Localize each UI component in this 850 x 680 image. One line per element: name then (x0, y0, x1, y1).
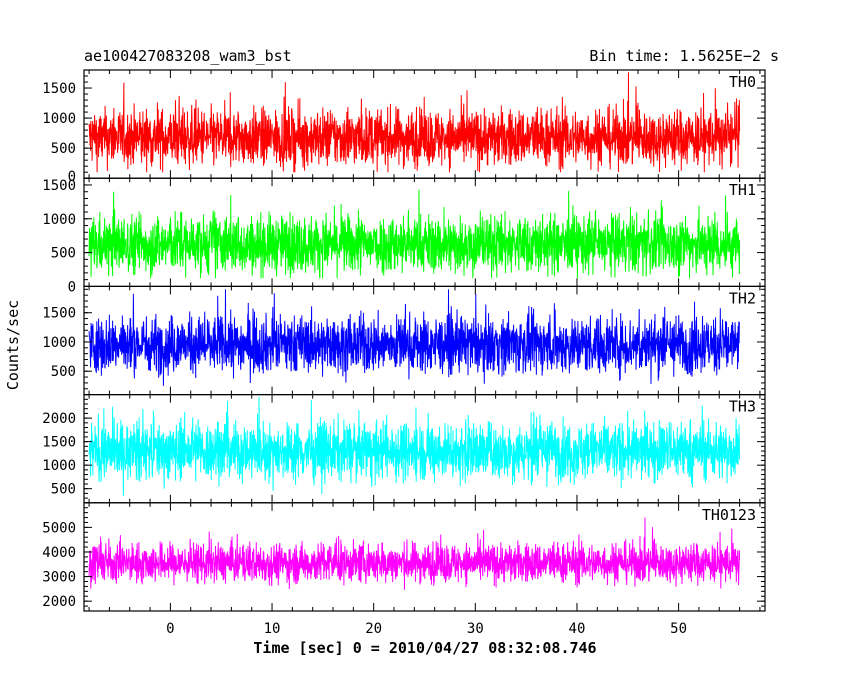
x-tick-label: 30 (467, 621, 484, 637)
x-tick-label: 0 (166, 621, 174, 637)
y-tick-label: 1000 (42, 458, 76, 474)
x-tick-label: 10 (264, 621, 281, 637)
series-th0123 (88, 517, 741, 590)
y-tick-label: 500 (51, 246, 76, 262)
series-th3 (88, 396, 741, 496)
y-tick-label: 4000 (42, 545, 76, 561)
x-tick-label: 20 (365, 621, 382, 637)
y-tick-label: 2000 (42, 411, 76, 427)
channel-label-th3: TH3 (729, 398, 756, 416)
y-tick-label: 3000 (42, 570, 76, 586)
channel-label-th0123: TH0123 (702, 506, 756, 524)
series-th1 (88, 189, 741, 279)
channel-label-th1: TH1 (729, 181, 756, 199)
y-tick-label: 1500 (42, 306, 76, 322)
y-tick-label: 1500 (42, 178, 76, 194)
panel-th3: 500 1000 1500 2000 TH3 (42, 394, 766, 504)
series-th0 (88, 72, 741, 173)
y-tick-label: 0 (68, 169, 76, 185)
y-tick-label: 1500 (42, 435, 76, 451)
channel-label-th2: TH2 (729, 289, 756, 307)
y-tick-label: 500 (51, 364, 76, 380)
y-tick-label: 2000 (42, 594, 76, 610)
panel-th2: 500 1000 1500 TH2 (42, 285, 766, 396)
y-tick-label: 1000 (42, 111, 76, 127)
y-tick-label: 500 (51, 482, 76, 498)
y-axis-label: Counts/sec (4, 300, 22, 390)
y-tick-label: 1000 (42, 335, 76, 351)
obs-id-title: ae100427083208_wam3_bst (84, 47, 292, 65)
channel-label-th0: TH0 (729, 73, 756, 91)
panel-th0: 500 1000 1500 0 TH0 (42, 69, 766, 185)
y-tick-label: 5000 (42, 520, 76, 536)
series-th2 (88, 289, 741, 386)
x-tick-label: 40 (569, 621, 586, 637)
bin-time-label: Bin time: 1.5625E−2 s (589, 47, 779, 65)
panel-th0123: 2000 3000 4000 5000 TH0123 (42, 502, 766, 612)
x-axis-label: Time [sec] 0 = 2010/04/27 08:32:08.746 (253, 639, 596, 657)
x-tick-label: 50 (670, 621, 687, 637)
y-tick-label: 1000 (42, 212, 76, 228)
y-tick-label: 500 (51, 141, 76, 157)
panel-th1: 0 500 1000 1500 TH1 (42, 177, 766, 295)
y-tick-label: 1500 (42, 81, 76, 97)
y-tick-label: 0 (68, 279, 76, 295)
